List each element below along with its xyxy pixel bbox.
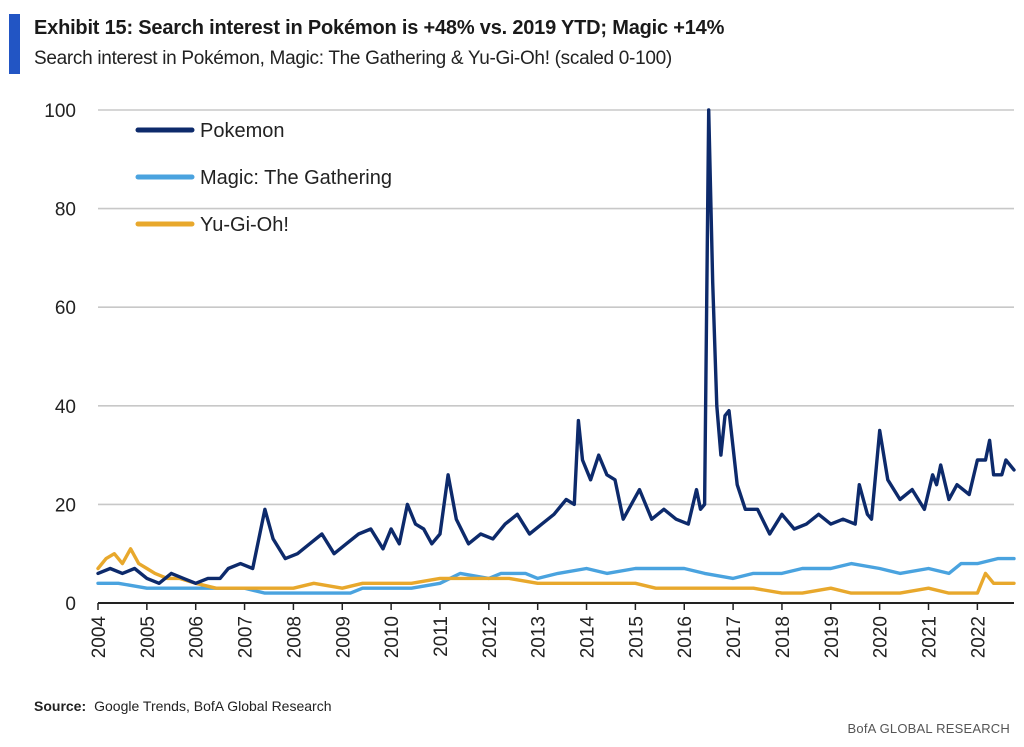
chart-subtitle: Search interest in Pokémon, Magic: The G… <box>34 48 672 69</box>
legend-label-magic-the-gathering: Magic: The Gathering <box>200 167 392 189</box>
title-accent-bar <box>9 14 20 74</box>
x-axis: 2004 2005 2006 2007 2008 2009 2010 2011 2012 2013… <box>89 602 1014 659</box>
x-tick-label-2019: 2019 <box>822 616 843 658</box>
x-tick-label-2018: 2018 <box>773 616 794 658</box>
x-tick-label-2012: 2012 <box>480 616 501 658</box>
x-tick-label-2022: 2022 <box>968 616 989 658</box>
x-tick-label-2006: 2006 <box>187 616 208 658</box>
legend: Pokemon Magic: The Gathering Yu-Gi-Oh! <box>135 120 392 236</box>
x-tick-label-2014: 2014 <box>578 616 599 659</box>
series-line-yu-gi-oh <box>96 547 1016 595</box>
gridlines <box>98 109 1014 506</box>
x-tick-label-2004: 2004 <box>89 616 110 659</box>
series-line-magic-the-gathering <box>96 556 1016 595</box>
x-tick-label-2017: 2017 <box>724 616 745 658</box>
source-text: Google Trends, BofA Global Research <box>94 698 332 714</box>
y-tick-label-80: 80 <box>55 200 76 221</box>
x-tick-label-2011: 2011 <box>431 616 452 657</box>
x-tick-label-2005: 2005 <box>138 616 159 658</box>
source-label: Source: <box>34 698 87 714</box>
source-note: Source: Google Trends, BofA Global Resear… <box>34 698 331 714</box>
x-tick-label-2013: 2013 <box>529 616 550 658</box>
x-tick-label-2007: 2007 <box>236 616 257 658</box>
x-tick-label-2016: 2016 <box>675 616 696 658</box>
series-line-pokemon <box>96 108 1016 585</box>
line-chart: 0 20 40 60 80 100 2004 2005 2006 2007 2008 2009 201… <box>44 101 1016 659</box>
y-tick-label-60: 60 <box>55 298 76 319</box>
x-tick-label-2020: 2020 <box>871 616 892 658</box>
x-tick-label-2008: 2008 <box>284 616 305 658</box>
series-lines <box>96 108 1016 595</box>
y-tick-label-20: 20 <box>55 495 76 516</box>
chart-title: Exhibit 15: Search interest in Pokémon i… <box>34 17 725 39</box>
x-tick-label-2010: 2010 <box>382 616 403 658</box>
y-tick-label-100: 100 <box>44 101 76 122</box>
y-axis-tick-labels: 0 20 40 60 80 100 <box>44 101 76 615</box>
legend-label-yu-gi-oh: Yu-Gi-Oh! <box>200 214 289 236</box>
y-tick-label-40: 40 <box>55 397 76 418</box>
brand-footer: BofA GLOBAL RESEARCH <box>847 721 1010 736</box>
legend-label-pokemon: Pokemon <box>200 120 285 142</box>
x-tick-label-2009: 2009 <box>333 616 354 658</box>
x-tick-label-2021: 2021 <box>920 616 941 658</box>
y-tick-label-0: 0 <box>65 594 76 615</box>
x-tick-label-2015: 2015 <box>626 616 647 658</box>
